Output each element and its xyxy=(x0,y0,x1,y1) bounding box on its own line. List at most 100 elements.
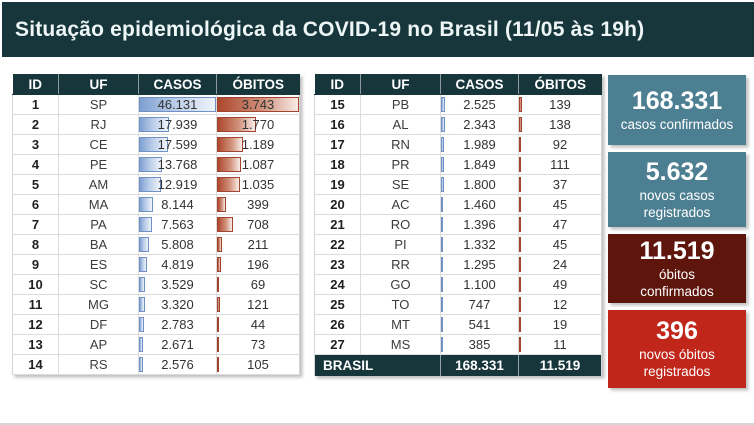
states-table-right: ID UF CASOS ÓBITOS 15 PB 2.525 139 16 AL 2.343… xyxy=(314,74,602,376)
table-row: 12 DF 2.783 44 xyxy=(12,314,300,335)
row-id: 5 xyxy=(12,174,59,195)
casos-value: 5.808 xyxy=(161,237,194,252)
summary-label: novos casos xyxy=(639,187,715,203)
col-header-obitos: ÓBITOS xyxy=(216,74,300,95)
row-id: 15 xyxy=(314,94,361,115)
col-header-uf: UF xyxy=(58,74,139,95)
casos-data-bar xyxy=(139,157,162,172)
row-casos: 385 xyxy=(440,334,519,355)
row-id: 27 xyxy=(314,334,361,355)
obitos-data-bar xyxy=(519,157,522,172)
casos-value: 2.576 xyxy=(161,357,194,372)
row-casos: 2.576 xyxy=(138,354,217,375)
table-row: 9 ES 4.819 196 xyxy=(12,254,300,275)
states-table-right-wrap: ID UF CASOS ÓBITOS 15 PB 2.525 139 16 AL 2.343… xyxy=(314,74,602,376)
row-id: 26 xyxy=(314,314,361,335)
casos-value: 17.599 xyxy=(157,137,198,152)
obitos-value: 45 xyxy=(552,197,568,212)
row-id: 1 xyxy=(12,94,59,115)
col-header-casos: CASOS xyxy=(138,74,217,95)
casos-data-bar xyxy=(139,357,144,372)
casos-data-bar xyxy=(139,277,145,292)
row-obitos: 105 xyxy=(216,354,300,375)
row-obitos: 196 xyxy=(216,254,300,275)
table-row: 19 SE 1.800 37 xyxy=(314,174,602,195)
casos-value: 1.989 xyxy=(463,137,496,152)
row-uf: AM xyxy=(58,174,139,195)
row-uf: MA xyxy=(58,194,139,215)
table-row: 13 AP 2.671 73 xyxy=(12,334,300,355)
row-casos: 46.131 xyxy=(138,94,217,115)
obitos-value: 45 xyxy=(552,237,568,252)
row-id: 14 xyxy=(12,354,59,375)
table-row: 8 BA 5.808 211 xyxy=(12,234,300,255)
row-obitos: 92 xyxy=(518,134,602,155)
casos-value: 2.343 xyxy=(463,117,496,132)
casos-data-bar xyxy=(441,177,444,192)
casos-value: 2.525 xyxy=(463,97,496,112)
casos-value: 13.768 xyxy=(157,157,198,172)
summary-box-novos-casos: 5.632 novos casos registrados xyxy=(608,152,746,227)
row-uf: CE xyxy=(58,134,139,155)
obitos-value: 37 xyxy=(552,177,568,192)
row-id: 19 xyxy=(314,174,361,195)
summary-box-novos-obitos: 396 novos óbitos registrados xyxy=(608,310,746,388)
row-obitos: 45 xyxy=(518,234,602,255)
row-casos: 1.989 xyxy=(440,134,519,155)
table-row: 3 CE 17.599 1.189 xyxy=(12,134,300,155)
summary-label: confirmados xyxy=(640,283,714,299)
row-obitos: 11 xyxy=(518,334,602,355)
casos-value: 1.100 xyxy=(463,277,496,292)
casos-data-bar xyxy=(441,337,443,352)
casos-value: 1.396 xyxy=(463,217,496,232)
total-casos: 168.331 xyxy=(440,354,519,376)
row-casos: 1.396 xyxy=(440,214,519,235)
row-uf: PE xyxy=(58,154,139,175)
row-id: 24 xyxy=(314,274,361,295)
row-id: 25 xyxy=(314,294,361,315)
casos-data-bar xyxy=(139,337,144,352)
row-id: 3 xyxy=(12,134,59,155)
row-uf: PB xyxy=(360,94,441,115)
row-obitos: 24 xyxy=(518,254,602,275)
row-obitos: 3.743 xyxy=(216,94,300,115)
summary-label: registrados xyxy=(643,364,711,380)
casos-value: 1.332 xyxy=(463,237,496,252)
row-obitos: 399 xyxy=(216,194,300,215)
obitos-data-bar xyxy=(519,117,523,132)
total-row-brasil: BRASIL 168.331 11.519 xyxy=(314,354,602,376)
row-obitos: 12 xyxy=(518,294,602,315)
table-row: 21 RO 1.396 47 xyxy=(314,214,602,235)
row-uf: RO xyxy=(360,214,441,235)
casos-value: 2.671 xyxy=(161,337,194,352)
states-table-left: ID UF CASOS ÓBITOS 1 SP 46.131 3.743 2 RJ 17.9… xyxy=(12,74,300,375)
row-obitos: 47 xyxy=(518,214,602,235)
summary-value: 168.331 xyxy=(631,86,723,115)
obitos-data-bar xyxy=(519,277,521,292)
col-header-obitos: ÓBITOS xyxy=(518,74,602,95)
obitos-value: 121 xyxy=(247,297,269,312)
obitos-value: 11 xyxy=(553,337,567,352)
row-obitos: 1.770 xyxy=(216,114,300,135)
row-casos: 1.800 xyxy=(440,174,519,195)
row-casos: 17.599 xyxy=(138,134,217,155)
row-casos: 2.671 xyxy=(138,334,217,355)
casos-data-bar xyxy=(139,237,149,252)
row-obitos: 49 xyxy=(518,274,602,295)
table-row: 7 PA 7.563 708 xyxy=(12,214,300,235)
col-header-id: ID xyxy=(314,74,361,95)
obitos-data-bar xyxy=(519,297,521,312)
states-table-left-wrap: ID UF CASOS ÓBITOS 1 SP 46.131 3.743 2 RJ 17.9… xyxy=(12,74,300,375)
obitos-value: 708 xyxy=(247,217,269,232)
row-uf: MT xyxy=(360,314,441,335)
row-id: 6 xyxy=(12,194,59,215)
obitos-data-bar xyxy=(217,177,240,192)
row-uf: RS xyxy=(58,354,139,375)
obitos-data-bar xyxy=(217,217,233,232)
row-uf: BA xyxy=(58,234,139,255)
row-casos: 17.939 xyxy=(138,114,217,135)
obitos-value: 1.035 xyxy=(241,177,275,192)
casos-value: 1.295 xyxy=(463,257,496,272)
row-obitos: 73 xyxy=(216,334,300,355)
row-id: 12 xyxy=(12,314,59,335)
